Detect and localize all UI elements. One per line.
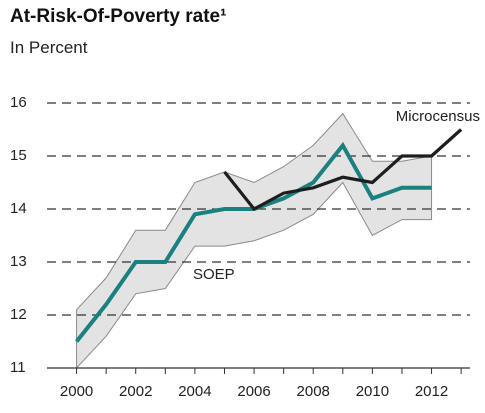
chart-title: At-Risk-Of-Poverty rate¹: [10, 6, 227, 27]
x-tick-label: 2008: [297, 383, 330, 400]
y-tick-label: 16: [10, 94, 27, 111]
y-tick-label: 15: [10, 147, 27, 164]
chart-subtitle: In Percent: [10, 38, 88, 57]
series-label: Microcensus: [396, 108, 480, 125]
x-tick-label: 2002: [119, 383, 152, 400]
x-tick-label: 2010: [356, 383, 389, 400]
x-tick-label: 2006: [237, 383, 270, 400]
y-tick-label: 12: [10, 306, 27, 323]
x-tick-label: 2000: [60, 383, 93, 400]
y-tick-label: 11: [10, 359, 26, 376]
confidence-band: [76, 112, 433, 370]
y-tick-label: 14: [10, 200, 27, 217]
line: [223, 128, 463, 212]
y-tick-label: 13: [10, 253, 27, 270]
x-tick-label: 2004: [178, 383, 211, 400]
series-label: SOEP: [193, 266, 235, 283]
x-tick-label: 2012: [415, 383, 448, 400]
